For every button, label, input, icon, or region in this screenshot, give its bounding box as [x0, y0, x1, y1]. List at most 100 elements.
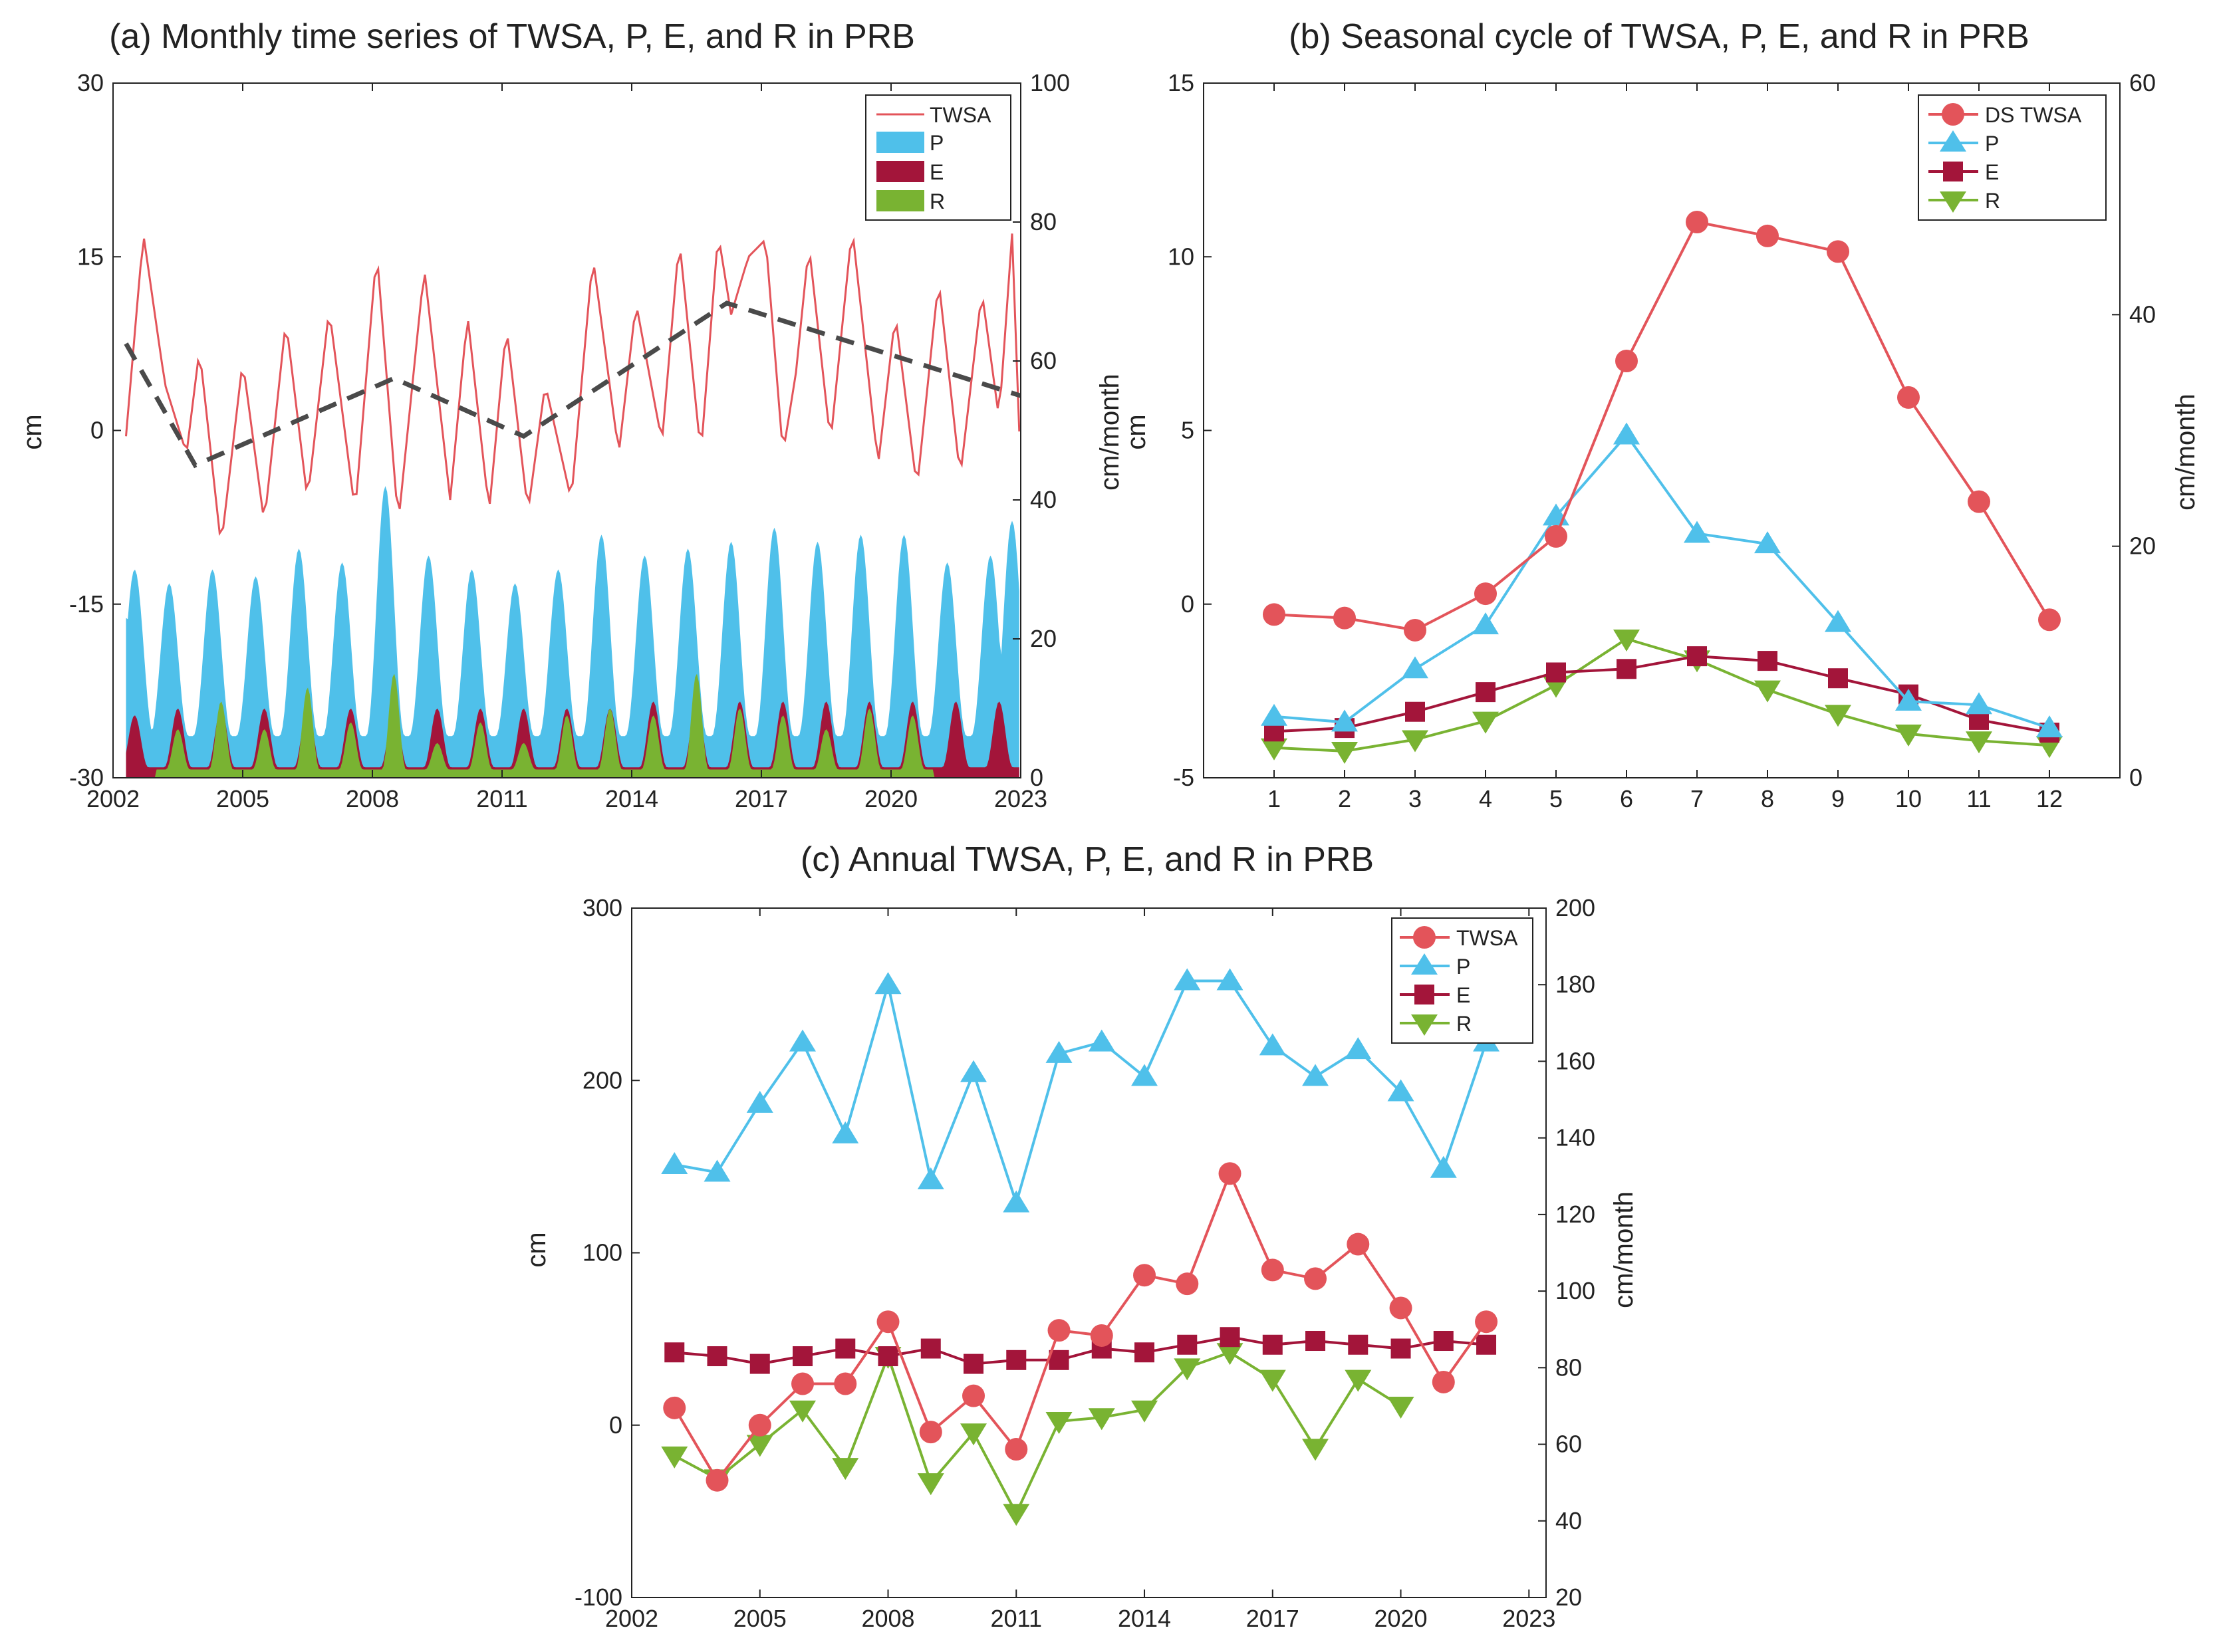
- panel-a-title: (a) Monthly time series of TWSA, P, E, a…: [109, 17, 915, 56]
- annual-line-p: [674, 979, 1488, 1208]
- panel-b-xtick-label: 5: [1549, 785, 1563, 812]
- marker-ds-twsa: [1686, 211, 1708, 233]
- panel-a-monthly-chart: (a) Monthly time series of TWSA, P, E, a…: [18, 17, 1124, 812]
- panel-c-ytick-right-label: 120: [1555, 1201, 1595, 1228]
- marker-ds-twsa: [1968, 490, 1990, 513]
- panel-b-legend-p: P: [1985, 132, 1999, 156]
- annual-marker-p: [874, 972, 902, 995]
- annual-marker-e: [707, 1346, 727, 1367]
- series-line-r: [1273, 637, 2050, 753]
- annual-line-twsa: [673, 1169, 1488, 1483]
- marker-ds-twsa: [1756, 224, 1779, 247]
- marker-ds-twsa: [1827, 240, 1849, 263]
- annual-marker-twsa: [791, 1372, 815, 1395]
- marker-ds-twsa: [1897, 386, 1920, 409]
- annual-marker-twsa: [919, 1421, 942, 1444]
- panel-a-xtick-label: 2020: [864, 785, 918, 812]
- marker-r: [1754, 680, 1781, 703]
- marker-e: [1405, 701, 1425, 722]
- panel-c-ytick-left-label: -100: [575, 1584, 622, 1611]
- panel-c-legend-twsa: TWSA: [1456, 926, 1518, 950]
- legend-r-swatch: [876, 190, 924, 211]
- annual-marker-p: [746, 1090, 773, 1113]
- annual-marker-p: [917, 1167, 944, 1190]
- panel-b-ytick-right-label: 40: [2129, 300, 2156, 328]
- annual-marker-r: [1345, 1369, 1372, 1392]
- panel-b-xtick-label: 12: [2036, 785, 2063, 812]
- panel-c-legend-r: R: [1456, 1012, 1472, 1036]
- annual-marker-twsa: [1176, 1272, 1199, 1296]
- annual-marker-p: [1345, 1037, 1372, 1060]
- annual-marker-e: [964, 1354, 984, 1374]
- marker-e: [1758, 651, 1777, 671]
- annual-marker-e: [878, 1346, 898, 1367]
- panel-c-xtick-label: 2023: [1502, 1605, 1555, 1632]
- annual-marker-twsa: [1432, 1370, 1455, 1393]
- annual-marker-r: [917, 1473, 944, 1496]
- panel-a-ytick-right-label: 0: [1030, 764, 1043, 791]
- panel-a-xtick-label: 2011: [476, 785, 527, 812]
- panel-c-ytick-left-label: 100: [583, 1239, 622, 1266]
- panel-c-legend: TWSA P E R: [1391, 917, 1533, 1044]
- marker-p: [1684, 521, 1710, 543]
- annual-marker-r: [1216, 1343, 1243, 1365]
- panel-a-left-ylabel: cm: [18, 414, 47, 449]
- panel-a-ytick-right-label: 80: [1030, 208, 1057, 235]
- marker-p: [1613, 422, 1640, 445]
- annual-marker-r: [1088, 1408, 1115, 1431]
- annual-marker-e: [835, 1338, 856, 1359]
- panel-a-ytick-left-label: -15: [69, 590, 104, 618]
- annual-marker-p: [832, 1121, 859, 1143]
- panel-c-title: (c) Annual TWSA, P, E, and R in PRB: [801, 840, 1374, 879]
- panel-c-ytick-left-label: 0: [609, 1411, 622, 1439]
- legend-e-marker: [1943, 162, 1963, 181]
- annual-marker-twsa: [1347, 1233, 1370, 1256]
- annual-marker-twsa: [663, 1396, 686, 1419]
- panel-b-ytick-right-label: 60: [2129, 69, 2156, 96]
- marker-p: [1402, 656, 1428, 679]
- annual-marker-twsa: [1133, 1264, 1156, 1287]
- marker-r: [1613, 630, 1640, 651]
- r-area: [126, 673, 1019, 778]
- annual-marker-twsa: [1389, 1296, 1412, 1320]
- series-line-p: [1273, 433, 2050, 730]
- panel-b-legend-twsa: DS TWSA: [1985, 103, 2082, 127]
- annual-marker-twsa: [876, 1310, 900, 1334]
- annual-marker-e: [1476, 1334, 1497, 1355]
- marker-p: [1966, 692, 1992, 715]
- legend-r-marker: [1940, 191, 1966, 213]
- annual-marker-p: [1302, 1064, 1329, 1086]
- annual-marker-e: [793, 1346, 813, 1367]
- legend-p-marker: [1940, 130, 1966, 152]
- annual-marker-e: [1348, 1334, 1368, 1355]
- annual-marker-e: [1433, 1331, 1454, 1352]
- panel-b-legend-r: R: [1985, 189, 2000, 213]
- marker-r: [1261, 738, 1287, 761]
- panel-a-ytick-left-label: 15: [77, 243, 104, 270]
- panel-b-xtick-label: 10: [1895, 785, 1922, 812]
- p-area: [126, 486, 1019, 778]
- panel-b-xtick-label: 6: [1620, 785, 1633, 812]
- annual-marker-r: [1045, 1411, 1073, 1434]
- panel-a-xtick-label: 2023: [994, 785, 1047, 812]
- panel-a-legend-p: P: [930, 131, 944, 155]
- panel-b-ytick-left-label: 10: [1168, 243, 1194, 270]
- annual-marker-p: [1003, 1190, 1030, 1213]
- annual-marker-p: [1430, 1155, 1457, 1178]
- marker-ds-twsa: [1474, 582, 1497, 606]
- annual-marker-p: [789, 1029, 817, 1052]
- panel-b-left-ylabel: cm: [1122, 414, 1151, 449]
- annual-marker-twsa: [1218, 1162, 1241, 1185]
- panel-a-ytick-right-label: 40: [1030, 486, 1057, 513]
- panel-b-xtick-label: 4: [1479, 785, 1492, 812]
- panel-c-xtick-label: 2008: [861, 1605, 914, 1632]
- marker-ds-twsa: [1333, 606, 1356, 630]
- panel-c-left-ylabel: cm: [522, 1232, 551, 1267]
- panel-b-seasonal-chart: (b) Seasonal cycle of TWSA, P, E, and R …: [1122, 17, 2200, 812]
- annual-marker-r: [1259, 1369, 1286, 1392]
- panel-b-ytick-right-label: 0: [2129, 764, 2143, 791]
- legend-p-swatch: [876, 132, 924, 153]
- annual-marker-e: [1134, 1342, 1155, 1363]
- panel-b-legend: DS TWSA P E R: [1918, 94, 2107, 221]
